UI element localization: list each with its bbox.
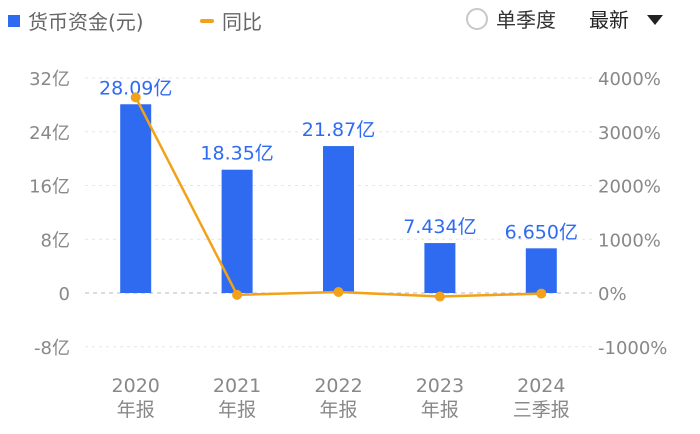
bar-value-label: 21.87亿 [302,119,375,141]
right-axis: 4000% 3000% 2000% 1000% 0% -1000% [598,69,667,359]
left-tick-label: 0 [59,284,70,305]
x-tick-label-period: 年报 [218,399,256,421]
bar-value-label: 6.650亿 [505,221,578,243]
x-tick-label-period: 年报 [319,399,357,421]
bar [424,243,456,293]
bar [120,104,152,293]
bar [525,248,557,293]
left-axis: 32亿 24亿 16亿 8亿 0 -8亿 [29,69,70,359]
right-tick-label: 2000% [598,177,661,198]
yoy-point [130,92,141,103]
left-tick-label: 24亿 [29,123,70,144]
bar [323,146,354,293]
left-tick-label: 8亿 [41,230,70,251]
single-quarter-radio[interactable]: 单季度 [466,4,556,33]
right-tick-label: 0% [598,284,627,305]
legend-bar-swatch [8,14,20,27]
x-tick-label-year: 2021 [213,375,261,397]
right-tick-label: 3000% [598,123,661,144]
x-tick-label-period: 三季报 [513,399,570,421]
right-tick-label: 4000% [598,69,661,90]
dropdown-triangle-icon[interactable] [647,14,663,25]
left-tick-label: -8亿 [34,338,70,359]
yoy-point [333,286,344,297]
yoy-point [536,288,547,299]
x-tick-label-period: 年报 [117,399,155,421]
sort-dropdown[interactable]: 最新 [589,4,663,33]
legend-line-item[interactable]: 同比 [200,6,262,35]
single-quarter-label: 单季度 [496,8,556,32]
x-tick-label-year: 2023 [416,375,464,397]
yoy-point [434,291,445,302]
legend-bar-item[interactable]: 货币资金(元) [8,6,144,35]
line-series [130,92,547,302]
x-tick-label-year: 2020 [112,375,160,397]
legend-line-label: 同比 [222,10,262,34]
left-tick-label: 16亿 [29,177,70,198]
right-tick-label: 1000% [598,230,661,251]
left-tick-label: 32亿 [29,69,70,90]
legend-bar-label: 货币资金(元) [28,10,144,34]
sort-label: 最新 [589,8,629,32]
yoy-point [232,289,243,300]
legend-line-swatch [200,18,214,23]
bar-labels: 28.09亿 18.35亿 21.87亿 7.434亿 6.650亿 [99,77,578,243]
chart-header: 货币资金(元) 同比 单季度 最新 [0,0,700,40]
bar-value-label: 7.434亿 [403,216,476,238]
x-tick-label-period: 年报 [421,399,459,421]
x-tick-label-year: 2024 [517,375,565,397]
x-tick-label-year: 2022 [314,375,362,397]
right-tick-label: -1000% [598,338,667,359]
bar-value-label: 28.09亿 [99,77,172,99]
bar-value-label: 18.35亿 [200,143,273,165]
radio-circle-icon[interactable] [466,7,488,30]
